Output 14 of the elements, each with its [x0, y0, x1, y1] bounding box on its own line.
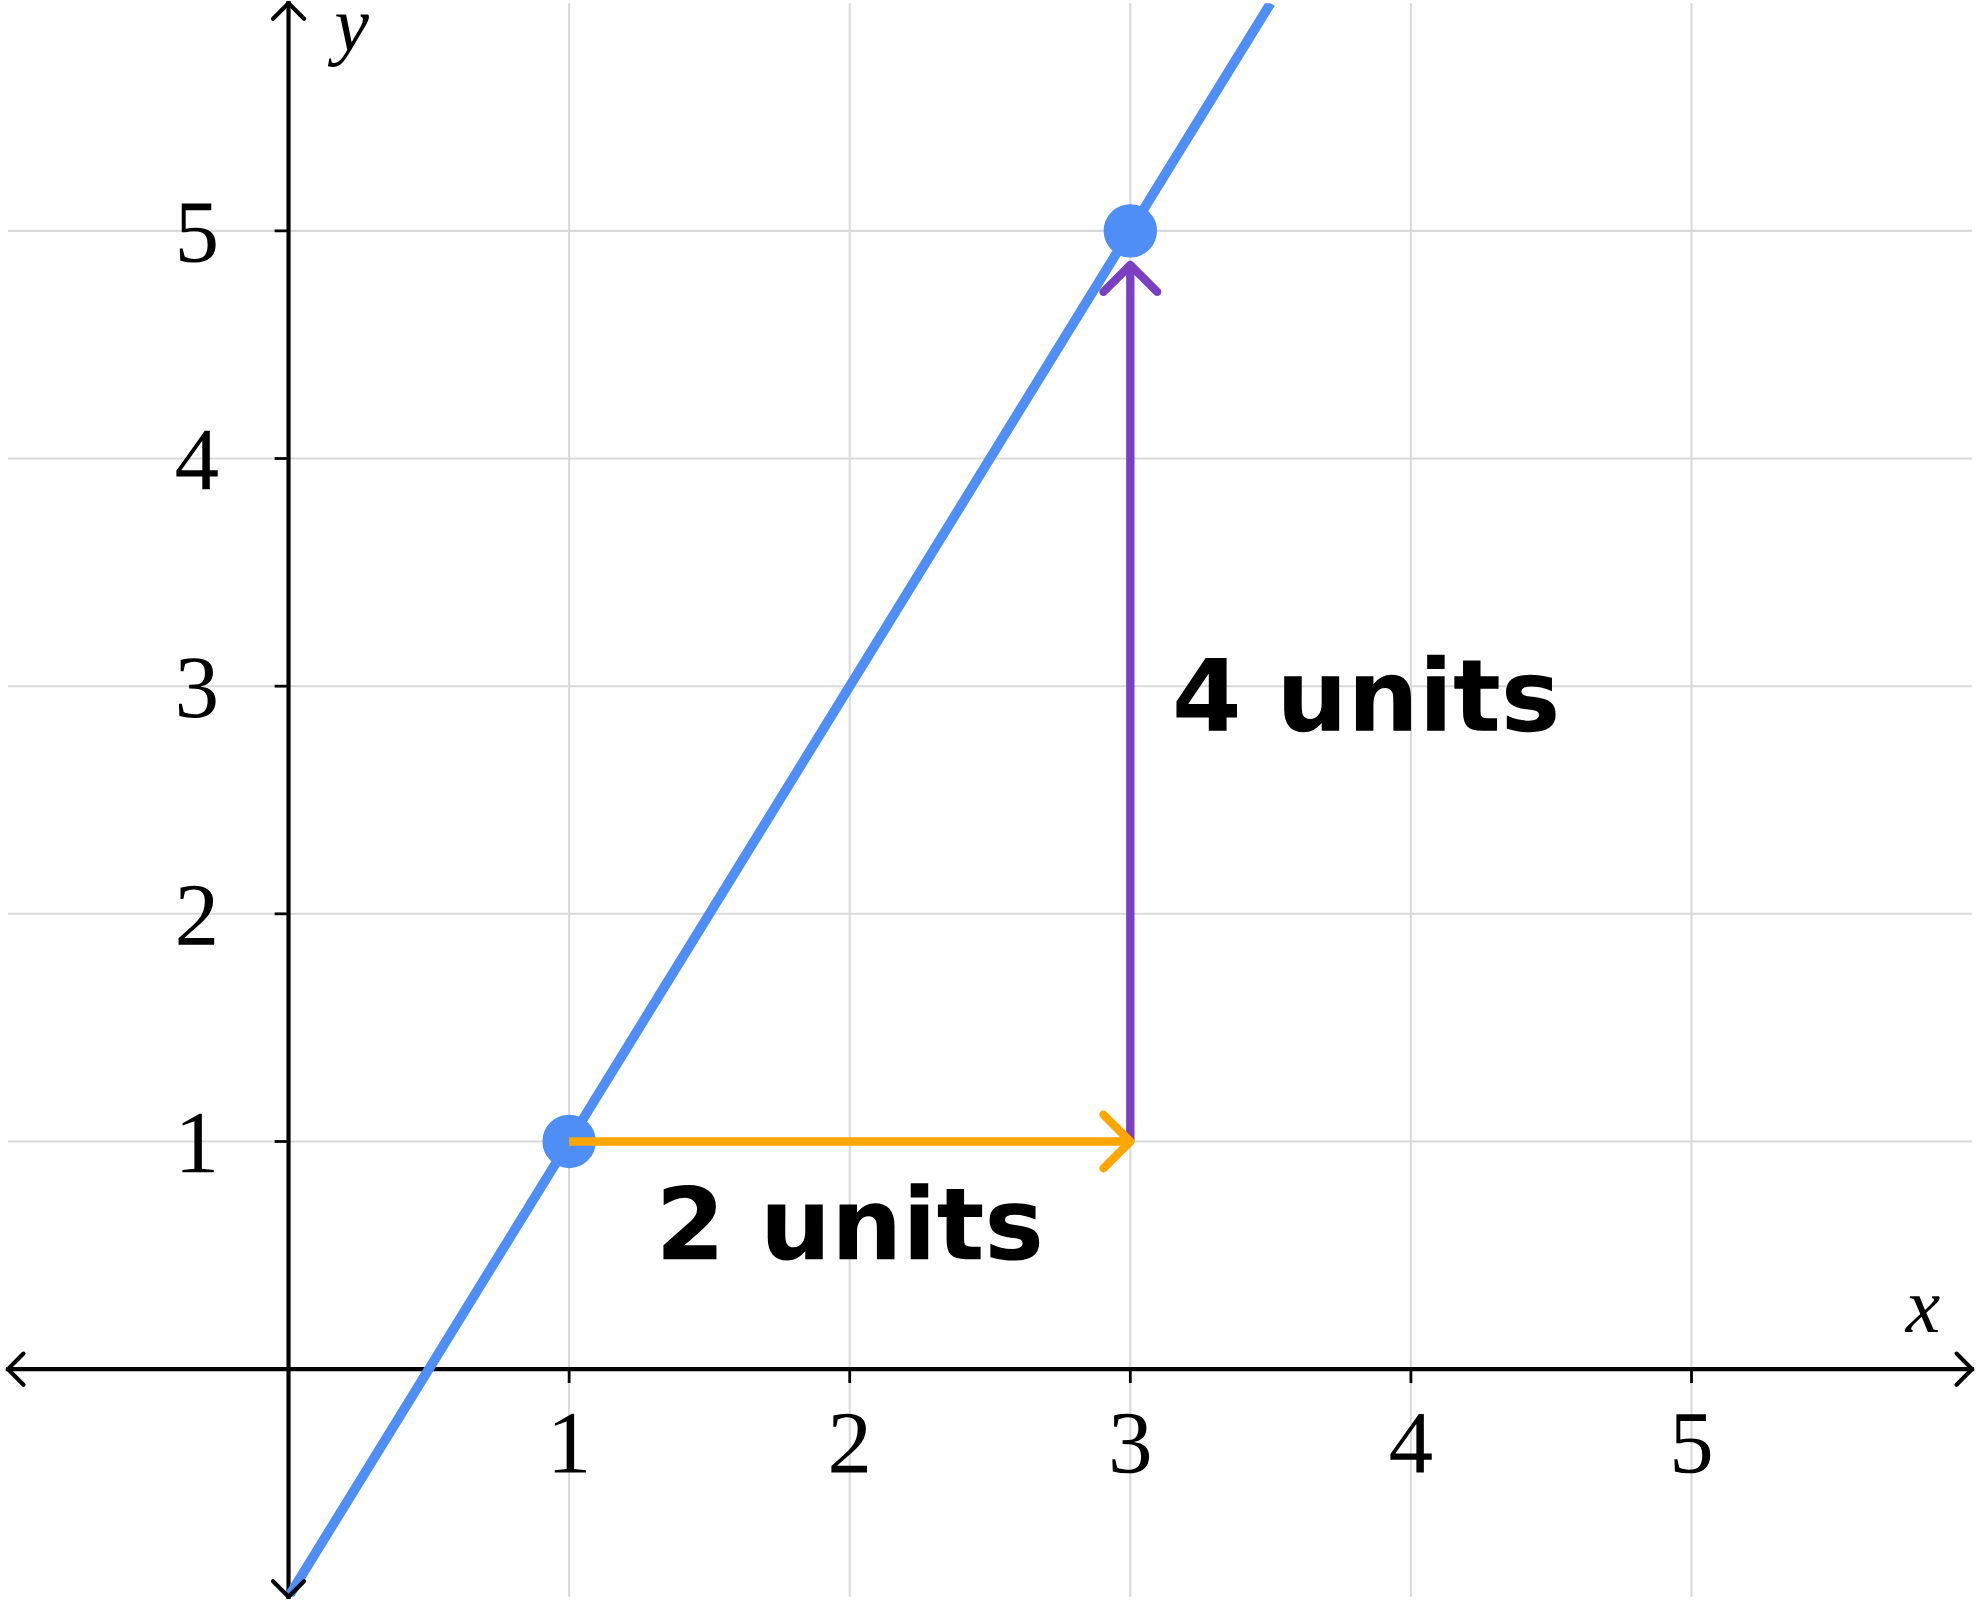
y-axis-title: y	[327, 14, 369, 67]
annotation: 2 units	[663, 1183, 1040, 1261]
y-tick-label: 4	[176, 430, 218, 490]
y-tick-label: 2	[178, 885, 215, 945]
x-tick-label: 2	[831, 1413, 868, 1473]
x-tick-label: 3	[1112, 1413, 1150, 1474]
y-tick-label: 5	[179, 203, 216, 263]
annotation: 4 units	[1176, 654, 1556, 733]
y-tick-label: 1	[182, 1113, 214, 1173]
x-axis-title: x	[1904, 1296, 1940, 1333]
x-tick-label: 1	[554, 1413, 587, 1473]
x-tick-label: 5	[1674, 1414, 1711, 1474]
y-tick-label: 3	[178, 658, 216, 718]
x-tick-label: 4	[1390, 1413, 1432, 1473]
